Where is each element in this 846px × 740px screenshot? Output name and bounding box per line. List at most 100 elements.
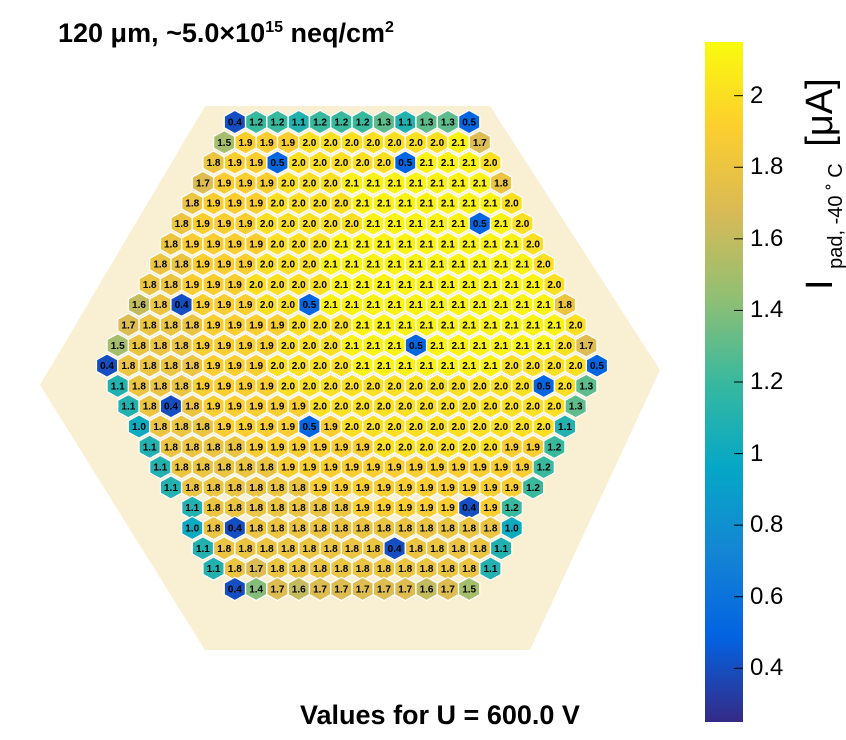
heatmap-cell-label: 1.9 <box>196 219 210 230</box>
heatmap-cell-label: 2.1 <box>462 158 476 169</box>
heatmap-cell-label: 1.9 <box>249 361 263 372</box>
heatmap-cell-label: 2.1 <box>356 239 370 250</box>
heatmap-cell-label: 1.7 <box>377 584 391 595</box>
heatmap-cell-label: 2.0 <box>324 381 338 392</box>
heatmap-cell-label: 1.9 <box>228 239 242 250</box>
heatmap-cell-label: 2.0 <box>334 321 348 332</box>
heatmap-cell <box>489 536 513 561</box>
heatmap-cell-label: 2.1 <box>526 321 540 332</box>
heatmap-cell-label: 1.9 <box>260 422 274 433</box>
heatmap-cell-label: 0.4 <box>228 118 242 129</box>
heatmap-cell-label: 1.9 <box>473 463 487 474</box>
heatmap-cell-label: 1.9 <box>281 422 295 433</box>
heatmap-cell-label: 1.0 <box>132 422 146 433</box>
heatmap-cell-label: 2.0 <box>313 280 327 291</box>
colorbar-tick-label: 0.4 <box>750 654 784 682</box>
heatmap-cell-label: 2.0 <box>547 402 561 413</box>
heatmap-cell-label: 1.8 <box>249 503 263 514</box>
heatmap-cell-label: 1.5 <box>217 138 231 149</box>
heatmap-cell-label: 1.8 <box>292 524 306 535</box>
heatmap-cell-label: 0.5 <box>270 158 284 169</box>
heatmap-cell-label: 1.9 <box>441 503 455 514</box>
heatmap-cell-label: 2.0 <box>313 158 327 169</box>
heatmap-cell-label: 1.9 <box>420 483 434 494</box>
heatmap-cell-label: 0.4 <box>164 402 178 413</box>
heatmap-cell-label: 1.1 <box>121 402 135 413</box>
heatmap-cell-label: 1.1 <box>196 544 210 555</box>
heatmap-cell-label: 2.0 <box>452 381 466 392</box>
heatmap-cell-label: 1.8 <box>473 544 487 555</box>
heatmap-cell-label: 2.1 <box>377 361 391 372</box>
heatmap-cell <box>511 211 534 236</box>
heatmap-cell-label: 1.9 <box>430 463 444 474</box>
heatmap-cell-label: 2.0 <box>313 361 327 372</box>
heatmap-cell-label: 1.8 <box>196 463 210 474</box>
heatmap-cell <box>500 190 523 216</box>
heatmap-cell-label: 1.8 <box>143 280 157 291</box>
sensor-heatmap: 0.4 1.2 1.2 1.1 1.2 1.2 1.2 1.3 1.1 1.3 1.3 0.5 1.5 1… <box>40 106 660 650</box>
heatmap-cell-label: 2.1 <box>526 280 540 291</box>
heatmap-cell-label: 2.0 <box>313 199 327 210</box>
heatmap-cell-label: 1.9 <box>228 361 242 372</box>
heatmap-cell-label: 2.0 <box>345 138 359 149</box>
heatmap-cell-label: 1.8 <box>175 219 189 230</box>
heatmap-cell-label: 1.8 <box>207 483 221 494</box>
heatmap-cell-label: 0.5 <box>473 219 487 230</box>
heatmap-cell-label: 1.8 <box>153 422 167 433</box>
colorbar-ticks <box>734 95 743 669</box>
heatmap-cell-label: 1.8 <box>175 463 189 474</box>
heatmap-cell-label: 1.3 <box>441 118 455 129</box>
heatmap-cell-label: 2.1 <box>430 300 444 311</box>
heatmap-cell-label: 1.9 <box>324 422 338 433</box>
heatmap-cell-label: 2.0 <box>345 381 359 392</box>
heatmap-cell-label: 1.8 <box>164 321 178 332</box>
heatmap-cell-label: 1.9 <box>388 463 402 474</box>
heatmap-cell-label: 2.0 <box>558 341 572 352</box>
heatmap-cell-label: 1.9 <box>217 341 231 352</box>
heatmap-cell-label: 2.0 <box>388 138 402 149</box>
heatmap-cell-label: 1.2 <box>334 118 348 129</box>
heatmap-cell-label: 2.1 <box>356 280 370 291</box>
heatmap-cell-label: 1.2 <box>270 118 284 129</box>
heatmap-cell-label: 1.9 <box>207 402 221 413</box>
heatmap-cell-label: 1.9 <box>409 463 423 474</box>
heatmap-cell-label: 2.1 <box>356 321 370 332</box>
heatmap-cell-label: 1.8 <box>398 564 412 575</box>
heatmap-cell-label: 1.9 <box>292 442 306 453</box>
colorbar-title-sub: pad, -40 ˚ C <box>825 163 846 269</box>
heatmap-cell-label: 1.8 <box>239 544 253 555</box>
heatmap-cell-label: 2.0 <box>420 442 434 453</box>
colorbar-tick-label: 1.8 <box>750 153 784 181</box>
heatmap-cell-label: 0.5 <box>462 118 476 129</box>
heatmap-cell-label: 2.0 <box>505 402 519 413</box>
heatmap-cell <box>521 475 545 500</box>
heatmap-cell-label: 2.0 <box>409 422 423 433</box>
heatmap-cell-label: 2.0 <box>558 381 572 392</box>
heatmap-cell-label: 1.8 <box>260 544 274 555</box>
heatmap-cell <box>458 109 481 135</box>
heatmap-cell-label: 2.1 <box>462 321 476 332</box>
heatmap-cell-label: 1.7 <box>579 341 593 352</box>
heatmap-cell-label: 1.8 <box>494 178 508 189</box>
heatmap-cell-label: 1.9 <box>334 442 348 453</box>
heatmap-cell-label: 1.8 <box>377 564 391 575</box>
heatmap-cell-label: 1.9 <box>494 463 508 474</box>
heatmap-cell <box>564 393 587 419</box>
heatmap-cell-label: 1.9 <box>260 178 274 189</box>
heatmap-cell-label: 2.1 <box>345 300 359 311</box>
heatmap-cell-label: 2.0 <box>430 381 444 392</box>
heatmap-cell-label: 2.1 <box>409 260 423 271</box>
heatmap-cell-label: 2.1 <box>388 260 402 271</box>
heatmap-cell-label: 1.9 <box>441 483 455 494</box>
heatmap-cell-label: 1.1 <box>398 118 412 129</box>
colorbar-tick-label: 1.6 <box>750 224 784 252</box>
heatmap-cell-label: 2.1 <box>441 158 455 169</box>
heatmap-cell-label: 1.8 <box>334 524 348 535</box>
heatmap-cell-label: 2.0 <box>302 381 316 392</box>
heatmap-cell-label: 2.0 <box>505 361 519 372</box>
heatmap-cell-label: 1.8 <box>132 341 146 352</box>
heatmap-cell-label: 1.8 <box>441 564 455 575</box>
heatmap-cell-label: 2.1 <box>441 199 455 210</box>
heatmap-cell-label: 2.0 <box>260 300 274 311</box>
heatmap-cell-label: 2.1 <box>324 300 338 311</box>
